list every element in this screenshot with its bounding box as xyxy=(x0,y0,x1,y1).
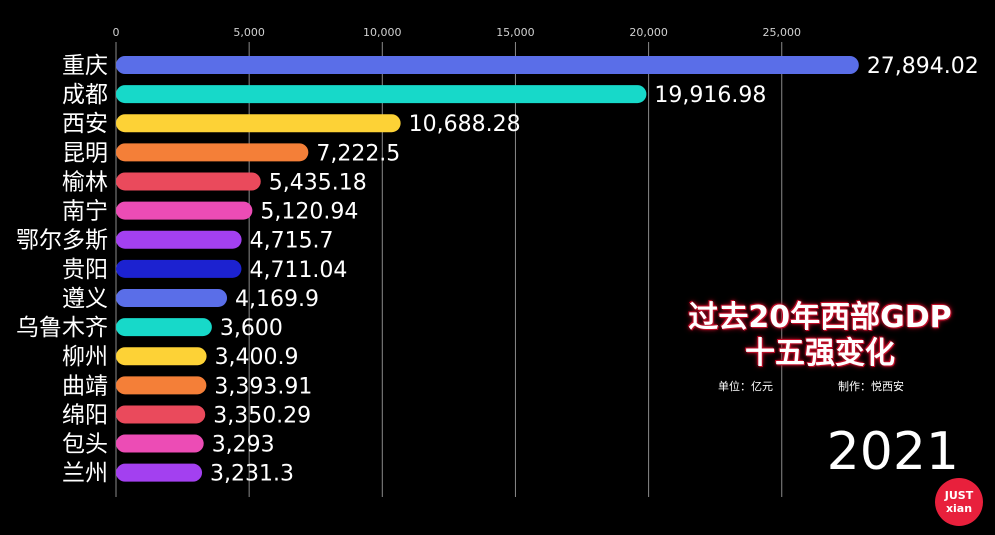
value-label: 4,711.04 xyxy=(249,258,347,283)
bar xyxy=(116,143,309,162)
x-tick-label: 25,000 xyxy=(763,26,802,39)
value-label: 3,393.91 xyxy=(214,374,312,399)
value-label: 19,916.98 xyxy=(654,83,766,108)
year-label: 2021 xyxy=(826,422,959,482)
credit-label: 制作：悦西安 xyxy=(838,380,904,393)
category-label: 兰州 xyxy=(62,461,108,487)
value-label: 10,688.28 xyxy=(409,112,521,137)
category-label: 昆明 xyxy=(62,140,108,166)
category-label: 榆林 xyxy=(62,169,108,195)
bar xyxy=(116,434,204,453)
category-label: 包头 xyxy=(62,432,108,458)
chart-title-line-2: 十五强变化 xyxy=(745,336,895,371)
unit-label: 单位：亿元 xyxy=(718,380,773,393)
value-label: 27,894.02 xyxy=(867,54,979,79)
value-label: 3,400.9 xyxy=(215,345,299,370)
category-label: 西安 xyxy=(62,111,108,137)
category-label: 成都 xyxy=(62,82,108,108)
value-label: 5,435.18 xyxy=(269,170,367,195)
x-tick-label: 20,000 xyxy=(629,26,668,39)
value-label: 7,222.5 xyxy=(316,141,400,166)
bar xyxy=(116,259,242,278)
value-label: 3,293 xyxy=(212,433,275,458)
x-tick-label: 10,000 xyxy=(363,26,402,39)
bar xyxy=(116,85,647,104)
category-label: 柳州 xyxy=(62,344,108,370)
justxian-logo: JUST xian xyxy=(935,478,983,526)
category-label: 绵阳 xyxy=(62,402,108,428)
category-label: 遵义 xyxy=(62,286,108,312)
category-label: 乌鲁木齐 xyxy=(16,315,108,341)
bar xyxy=(116,201,253,220)
bar xyxy=(116,347,207,366)
value-label: 5,120.94 xyxy=(260,200,358,225)
x-tick-label: 15,000 xyxy=(496,26,535,39)
chart-title: 过去20年西部GDP 十五强变化 xyxy=(660,300,980,372)
value-label: 3,600 xyxy=(220,316,283,341)
bar xyxy=(116,230,242,249)
value-label: 3,231.3 xyxy=(210,462,294,487)
logo-text-bottom: xian xyxy=(945,502,973,515)
bar xyxy=(116,114,401,133)
value-label: 4,169.9 xyxy=(235,287,319,312)
bar xyxy=(116,172,261,191)
logo-text-top: JUST xyxy=(944,489,974,502)
category-label: 鄂尔多斯 xyxy=(16,228,108,254)
bar xyxy=(116,463,203,482)
category-label: 南宁 xyxy=(62,199,108,225)
bar xyxy=(116,405,206,424)
x-tick-label: 0 xyxy=(113,26,120,39)
bar xyxy=(116,318,212,337)
value-label: 3,350.29 xyxy=(213,403,311,428)
category-label: 曲靖 xyxy=(62,373,108,399)
chart-title-line-1: 过去20年西部GDP xyxy=(688,300,952,335)
category-label: 贵阳 xyxy=(62,257,108,283)
bar xyxy=(116,56,859,74)
bar xyxy=(116,288,228,307)
bar xyxy=(116,376,207,395)
x-tick-label: 5,000 xyxy=(233,26,265,39)
value-label: 4,715.7 xyxy=(250,229,334,254)
category-label: 重庆 xyxy=(62,53,108,79)
